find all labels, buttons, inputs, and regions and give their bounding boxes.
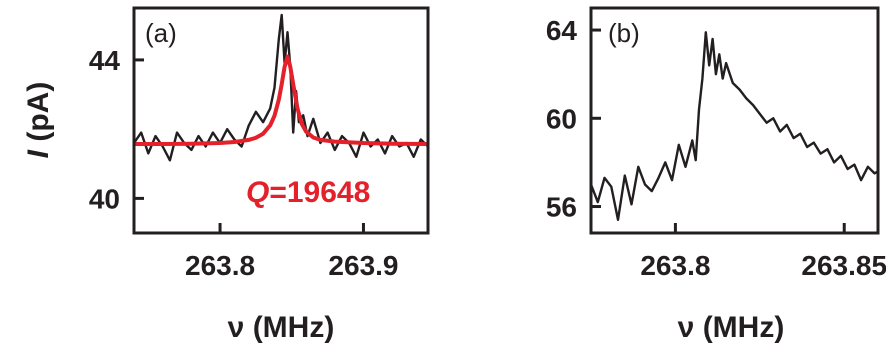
panel-a-x-tick-label: 263.8 (185, 250, 255, 281)
panel-b-y-tick-label: 60 (546, 103, 577, 134)
panel-a-data-series (133, 13, 429, 162)
panel-b-x-tick-label: 263.85 (801, 250, 886, 281)
panel-a-y-axis-title: I (pA) (22, 82, 55, 159)
panel-b-x-tick-label: 263.8 (640, 250, 710, 281)
y-axis-symbol: I (22, 149, 55, 158)
panel-b-x-axis-title: ν (MHz) (678, 311, 785, 344)
panel-a-y-tick-label: 44 (89, 45, 121, 76)
panel-b-ticks: 263.8 263.85 56 60 64 (546, 15, 886, 281)
panel-b-frame (589, 6, 880, 235)
panel-b-data-series (589, 31, 879, 222)
panel-a-y-tick-label: 40 (89, 183, 120, 214)
panel-a-fit-line (134, 54, 429, 146)
panel-a-ticks: 263.8 263.9 40 44 (89, 45, 399, 281)
q-value: =19648 (269, 176, 370, 209)
q-annotation: Q=19648 (246, 176, 370, 209)
y-axis-unit: (pA) (22, 82, 55, 150)
q-symbol: Q (246, 176, 269, 209)
panel-a-data-line (133, 13, 429, 162)
panel-a-x-tick-label: 263.9 (328, 250, 398, 281)
panel-b-y-tick-label: 56 (546, 192, 577, 223)
panel-b-label: (b) (608, 18, 640, 48)
panel-a-frame (132, 6, 430, 235)
panel-a-fit-series (134, 54, 429, 146)
panel-a-label: (a) (145, 18, 177, 48)
panel-a: 263.8 263.9 40 44 (a) Q=19648 I (pA) ν (MHz… (22, 6, 430, 344)
panel-b-y-tick-label: 64 (546, 15, 578, 46)
panel-b: 263.8 263.85 56 60 64 (b) ν (MHz) (546, 6, 886, 344)
panel-b-data-line (589, 31, 879, 222)
panel-a-x-axis-title: ν (MHz) (228, 311, 335, 344)
